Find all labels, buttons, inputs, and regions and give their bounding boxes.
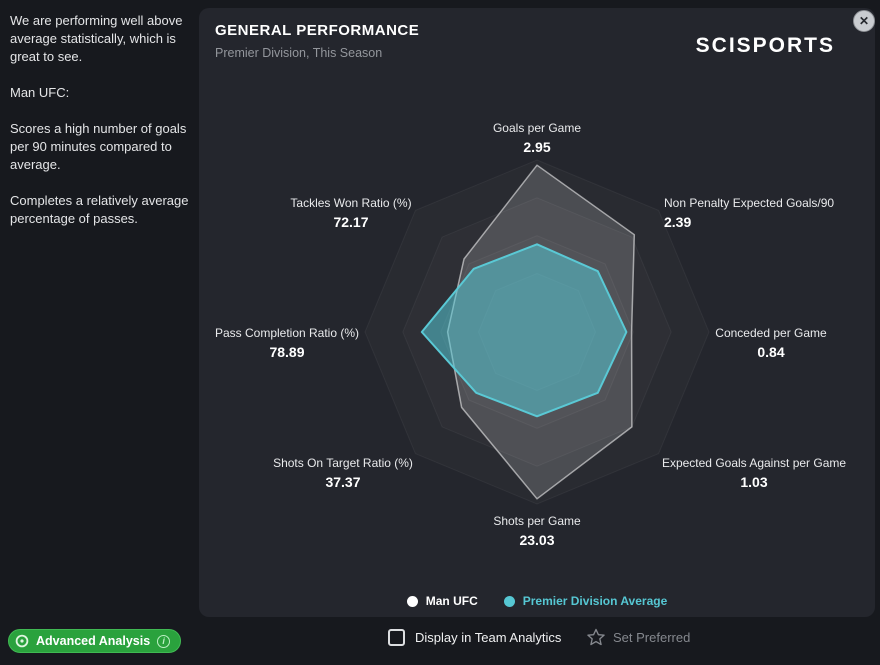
- radar-grid-ring: [364, 159, 710, 505]
- legend-dot-man-ufc: [406, 595, 418, 607]
- legend-item-premier-division-average: Premier Division Average: [503, 594, 668, 608]
- general-performance-panel: GENERAL PERFORMANCE Premier Division, Th…: [199, 8, 875, 617]
- set-preferred-label: Set Preferred: [613, 629, 691, 645]
- advanced-analysis-label: Advanced Analysis: [36, 634, 151, 648]
- display-in-team-analytics-label[interactable]: Display in Team Analytics: [415, 630, 562, 645]
- analysis-paragraph: We are performing well above average sta…: [10, 13, 183, 64]
- panel-header: GENERAL PERFORMANCE Premier Division, Th…: [215, 22, 419, 60]
- analysis-paragraph: Man UFC:: [10, 85, 70, 100]
- display-in-team-analytics-checkbox[interactable]: [388, 629, 405, 646]
- target-icon: [15, 634, 29, 648]
- radar-series-premier-division-average: [420, 243, 628, 418]
- legend-dot-premier-division-average: [503, 595, 515, 607]
- axis-label-shots-on-target-ratio: Shots On Target Ratio (%) 37.37: [273, 456, 413, 490]
- close-button[interactable]: ✕: [853, 10, 875, 32]
- info-icon: i: [157, 634, 171, 648]
- axis-label-expected-goals-against: Expected Goals Against per Game 1.03: [661, 456, 847, 490]
- axis-label-shots-per-game: Shots per Game 23.03: [493, 514, 581, 548]
- axis-label-tackles-won-ratio: Tackles Won Ratio (%) 72.17: [290, 196, 412, 230]
- set-preferred-button[interactable]: Set Preferred: [586, 627, 690, 647]
- scisports-logo: SCISPORTS: [695, 34, 835, 57]
- axis-label-goals-per-game: Goals per Game 2.95: [492, 121, 582, 155]
- chart-legend: Man UFC Premier Division Average: [199, 594, 875, 608]
- radar-chart: [364, 159, 710, 505]
- axis-label-non-penalty-xg: Non Penalty Expected Goals/90 2.39: [664, 196, 835, 230]
- legend-item-man-ufc: Man UFC: [406, 594, 478, 608]
- legend-label: Man UFC: [425, 594, 478, 608]
- display-in-team-analytics-row: Display in Team Analytics: [388, 629, 561, 646]
- advanced-analysis-button[interactable]: Advanced Analysis i: [8, 629, 182, 653]
- star-icon: [586, 627, 606, 647]
- analysis-sidebar: We are performing well above average sta…: [10, 12, 194, 246]
- analysis-paragraph: Scores a high number of goals per 90 min…: [10, 121, 187, 172]
- radar-grid-ring: [402, 197, 672, 467]
- panel-subtitle: Premier Division, This Season: [215, 46, 383, 60]
- close-icon: ✕: [858, 14, 870, 28]
- axis-label-conceded-per-game: Conceded per Game 0.84: [715, 326, 827, 360]
- axis-label-pass-completion-ratio: Pass Completion Ratio (%) 78.89: [214, 326, 360, 360]
- analysis-paragraph: Completes a relatively average percentag…: [10, 193, 189, 226]
- legend-label: Premier Division Average: [522, 594, 668, 608]
- panel-title: GENERAL PERFORMANCE: [215, 22, 420, 39]
